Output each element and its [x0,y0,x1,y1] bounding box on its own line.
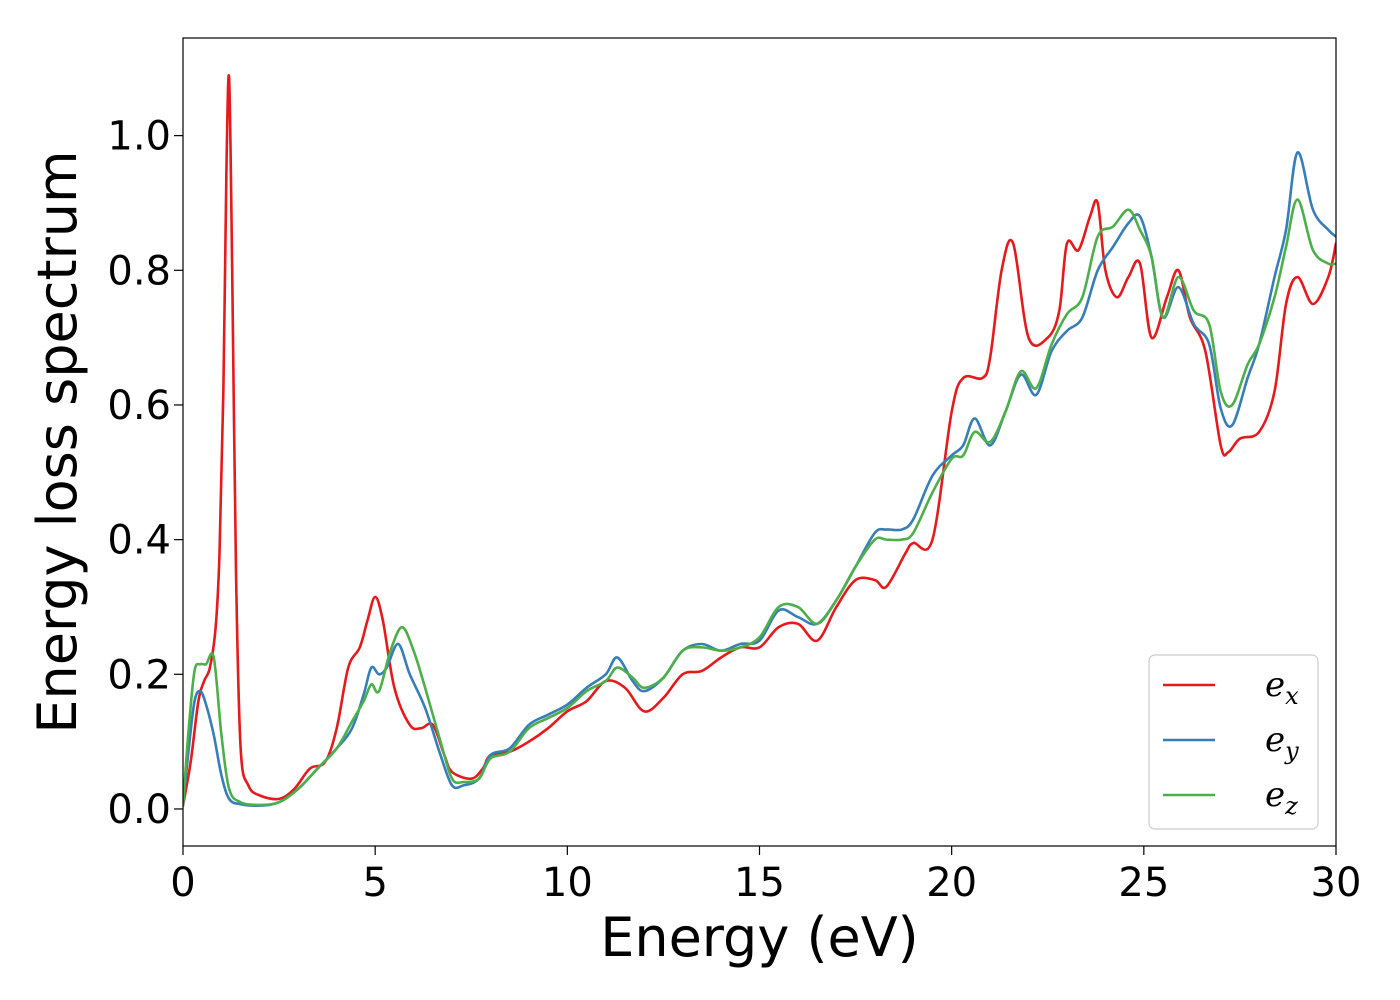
x-axis: 0 5 10 15 20 25 30 [170,846,1361,906]
series-line-e-x [183,74,1336,807]
x-tick-label: 20 [926,860,977,906]
legend-label: ey [1265,720,1299,765]
series-lines [183,74,1336,807]
legend: ex ey ez [1148,654,1319,830]
y-tick-label: 0.6 [107,383,171,429]
x-tick-label: 10 [542,860,593,906]
y-tick-label: 0.4 [107,518,171,564]
x-tick-label: 25 [1118,860,1169,906]
legend-box [1148,654,1319,830]
y-tick-label: 1.0 [107,114,171,160]
legend-label: ez [1265,775,1298,820]
x-tick-label: 0 [170,860,195,906]
x-tick-label: 30 [1311,860,1362,906]
y-tick-label: 0.2 [107,652,171,698]
x-tick-label: 5 [362,860,387,906]
series-line-e-z [183,198,1336,807]
y-axis-title: Energy loss spectrum [26,150,89,733]
y-tick-label: 0.8 [107,248,171,294]
y-axis: 0.0 0.2 0.4 0.6 0.8 1.0 [107,114,183,833]
x-axis-title: Energy (eV) [600,906,919,969]
x-tick-label: 15 [734,860,785,906]
legend-label: ex [1265,665,1299,710]
y-tick-label: 0.0 [107,787,171,833]
